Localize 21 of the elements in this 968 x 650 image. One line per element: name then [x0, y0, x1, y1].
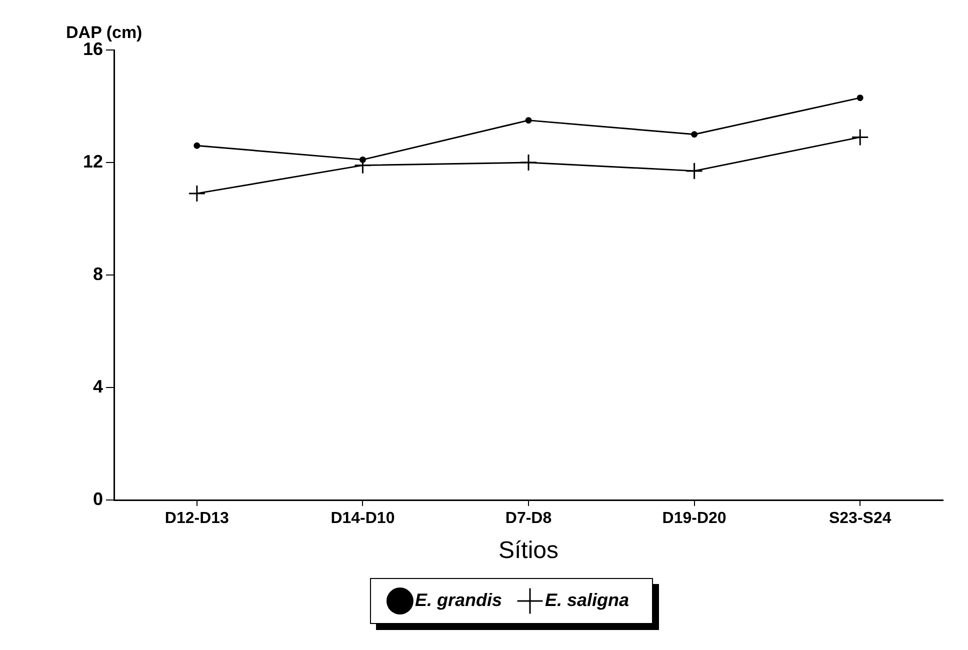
point [188, 184, 206, 202]
point [856, 94, 864, 102]
point [359, 156, 366, 163]
point [686, 162, 704, 180]
x-tick-label: D12-D13 [164, 510, 230, 528]
x-tick-label: D19-D20 [662, 510, 726, 528]
x-tick-label: S23-S24 [828, 510, 892, 528]
y-tick-label: 0 [93, 488, 104, 509]
point [525, 117, 532, 124]
y-tick-label: 12 [82, 151, 104, 172]
point [851, 128, 869, 146]
point [520, 154, 538, 172]
x-tick-label: D7-D8 [505, 510, 552, 528]
x-axis-title: Sítios [498, 537, 559, 564]
legend-label: E. grandis [414, 590, 502, 610]
y-tick-label: 4 [93, 376, 104, 396]
legend-label: E. saligna [544, 590, 630, 610]
point [691, 131, 698, 138]
x-tick-label: D14-D10 [330, 510, 395, 528]
point [194, 142, 200, 149]
y-tick-label: 8 [93, 264, 104, 284]
